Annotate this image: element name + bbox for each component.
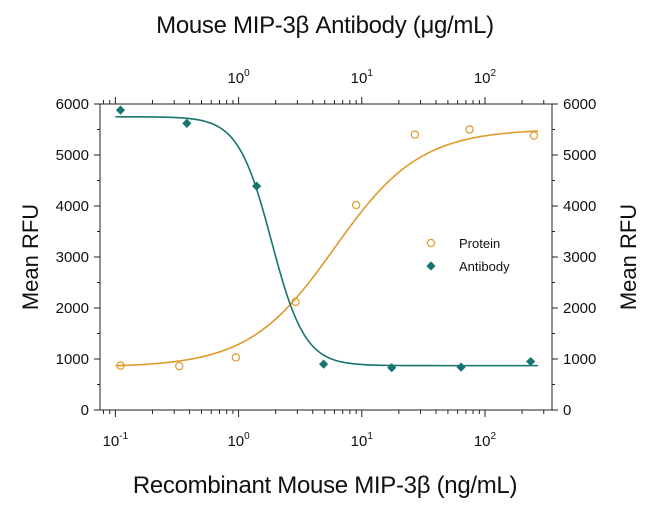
y-tick-label-right: 6000 [563,96,596,113]
x-tick-label-top-exponent: 1 [367,68,373,79]
legend-label-protein: Protein [459,236,500,251]
x-tick-label-top-base: 10 [227,70,244,87]
point-protein [410,130,420,139]
point-antibody [251,181,262,191]
y-tick-label-left: 6000 [56,96,89,113]
x-tick-label-bottom-exponent: -1 [119,431,128,442]
point-protein [175,361,184,371]
point-protein [116,361,125,370]
y-tick-label-left: 1000 [56,351,89,368]
y-tick-label-left: 5000 [56,147,89,164]
x-tick-label-bottom-exponent: 1 [367,431,373,442]
y-tick-label-right: 2000 [563,300,596,317]
x-tick-label-bottom: 101 [351,431,374,450]
fit-curve-protein [115,130,539,367]
legend-label-antibody: Antibody [459,259,510,274]
point-protein [529,131,539,140]
y-tick-label-left: 4000 [56,198,89,215]
y-tick-label-left: 0 [81,402,89,419]
y-tick-label-right: 4000 [563,198,596,215]
y-tick-label-right: 1000 [563,351,596,368]
legend-marker-protein [426,238,436,248]
x-tick-label-top-exponent: 0 [244,68,250,79]
point-antibody [115,105,126,115]
x-tick-label-top: 101 [351,68,374,87]
point-protein [351,200,361,210]
point-antibody [387,363,397,373]
point-antibody [526,356,536,367]
point-protein [291,297,300,307]
point-protein [465,125,474,134]
x-tick-label-top: 100 [227,68,250,87]
point-protein [231,353,241,362]
x-tick-label-bottom: 100 [227,431,250,450]
x-tick-label-bottom: 10-1 [103,431,129,450]
x-tick-label-bottom-exponent: 2 [491,431,497,442]
fit-curves [115,115,539,367]
legend-marker-antibody [426,261,436,271]
x-tick-label-top: 102 [474,68,497,87]
x-tick-label-bottom-base: 10 [103,433,120,450]
x-tick-label-top-base: 10 [474,70,491,87]
data-points [115,105,539,373]
point-antibody [319,359,329,369]
x-axis-label: Recombinant Mouse MIP-3β (ng/mL) [133,472,517,499]
fit-curve-antibody [115,115,539,367]
x-tick-label-top-exponent: 2 [491,68,497,79]
chart-title: Mouse MIP-3β Antibody (μg/mL) [156,12,494,39]
point-antibody [182,118,192,128]
y-axis-label-left: Mean RFU [18,204,43,310]
x-tick-label-bottom-exponent: 0 [244,431,250,442]
x-tick-label-top-base: 10 [351,70,368,87]
x-tick-label-bottom-base: 10 [474,433,491,450]
y-tick-label-right: 3000 [563,249,596,266]
legend: Protein Antibody [426,236,510,274]
y-axis-label-right: Mean RFU [616,204,641,310]
point-antibody [456,362,466,372]
x-tick-label-bottom-base: 10 [227,433,244,450]
x-tick-label-bottom-base: 10 [351,433,368,450]
y-tick-label-right: 0 [563,402,571,419]
x-tick-label-bottom: 102 [474,431,497,450]
y-tick-label-left: 2000 [56,300,89,317]
y-tick-label-left: 3000 [56,249,89,266]
y-tick-label-right: 5000 [563,147,596,164]
